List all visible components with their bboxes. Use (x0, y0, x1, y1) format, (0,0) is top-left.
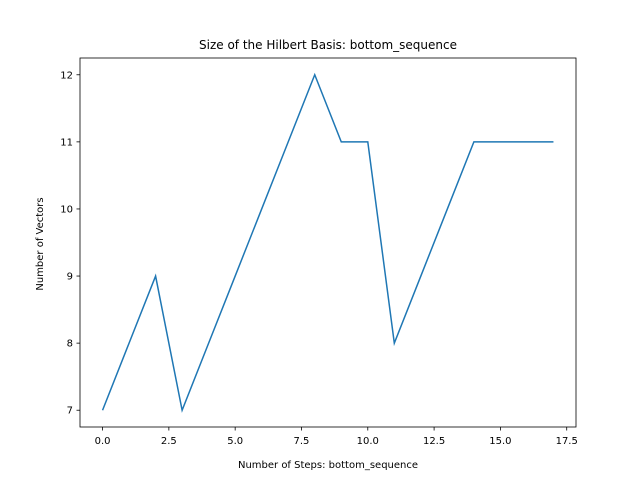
x-tick-label: 12.5 (423, 436, 445, 447)
x-axis-label: Number of Steps: bottom_sequence (238, 460, 418, 471)
chart-title: Size of the Hilbert Basis: bottom_sequen… (199, 38, 457, 52)
y-tick-label: 8 (67, 339, 73, 350)
series-line-0 (101, 72, 554, 413)
x-tick-label: 0.0 (95, 436, 111, 447)
y-tick-label: 10 (60, 204, 73, 215)
x-tick-label: 2.5 (161, 436, 177, 447)
y-tick-label: 9 (67, 272, 73, 283)
x-tick-label: 7.5 (294, 436, 310, 447)
y-tick-label: 7 (67, 406, 73, 417)
x-tick-label: 15.0 (489, 436, 511, 447)
x-tick-label: 5.0 (227, 436, 243, 447)
plot-frame (79, 57, 577, 428)
y-tick-label: 12 (60, 70, 73, 81)
plot-area: 0.0 2.5 5.0 7.5 10.0 12.5 15.0 17.5 7 8 9 10 11 12 (60, 57, 578, 447)
x-tick-label: 17.5 (556, 436, 578, 447)
y-tick-label: 11 (60, 137, 73, 148)
x-tick-label: 10.0 (357, 436, 379, 447)
y-axis-label: Number of Vectors (35, 197, 46, 290)
